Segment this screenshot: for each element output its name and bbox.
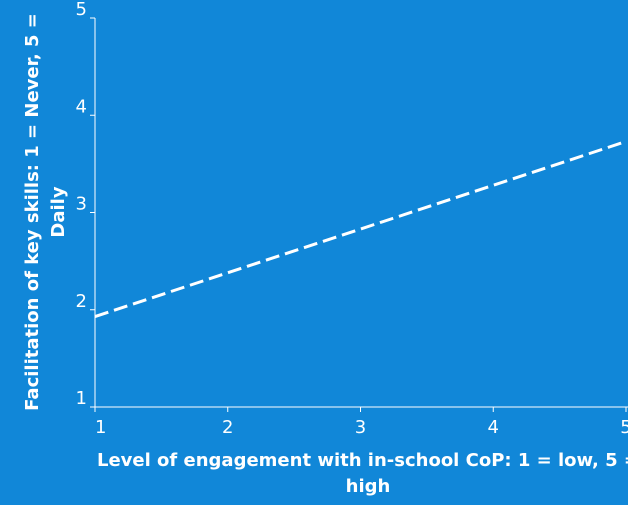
x-tick-label-3: 3 (355, 417, 366, 438)
x-axis-ticks: 1 2 3 4 5 (94, 407, 628, 438)
series-layer (94, 140, 627, 318)
y-axis-title-line-1: Facilitation of key skills: 1 = Never, 5… (22, 13, 43, 411)
y-tick-label-4: 4 (76, 96, 87, 117)
y-axis-title-line-2: Daily (48, 186, 69, 237)
x-axis-title-line-2: high (346, 476, 391, 497)
trend-line-series-0 (94, 140, 627, 318)
y-tick-label-1: 1 (76, 388, 87, 409)
y-tick-label-5: 5 (76, 0, 87, 20)
x-tick-label-5: 5 (620, 417, 628, 438)
y-tick-label-3: 3 (76, 194, 87, 215)
x-tick-label-1: 1 (95, 417, 106, 438)
y-tick-label-2: 2 (76, 291, 87, 312)
x-axis-title-line-1: Level of engagement with in-school CoP: … (97, 450, 628, 471)
x-tick-label-4: 4 (488, 417, 499, 438)
y-axis-ticks: 1 2 3 4 5 (76, 0, 95, 409)
x-tick-label-2: 2 (222, 417, 233, 438)
